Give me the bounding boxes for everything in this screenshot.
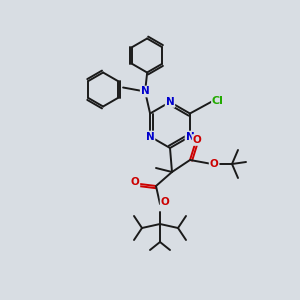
Text: N: N <box>141 86 149 97</box>
Text: Cl: Cl <box>212 95 224 106</box>
Text: N: N <box>146 131 154 142</box>
Text: N: N <box>185 131 194 142</box>
Text: O: O <box>130 177 140 187</box>
Text: O: O <box>160 197 169 207</box>
Text: N: N <box>166 97 174 107</box>
Text: O: O <box>210 159 218 169</box>
Text: O: O <box>193 135 201 145</box>
